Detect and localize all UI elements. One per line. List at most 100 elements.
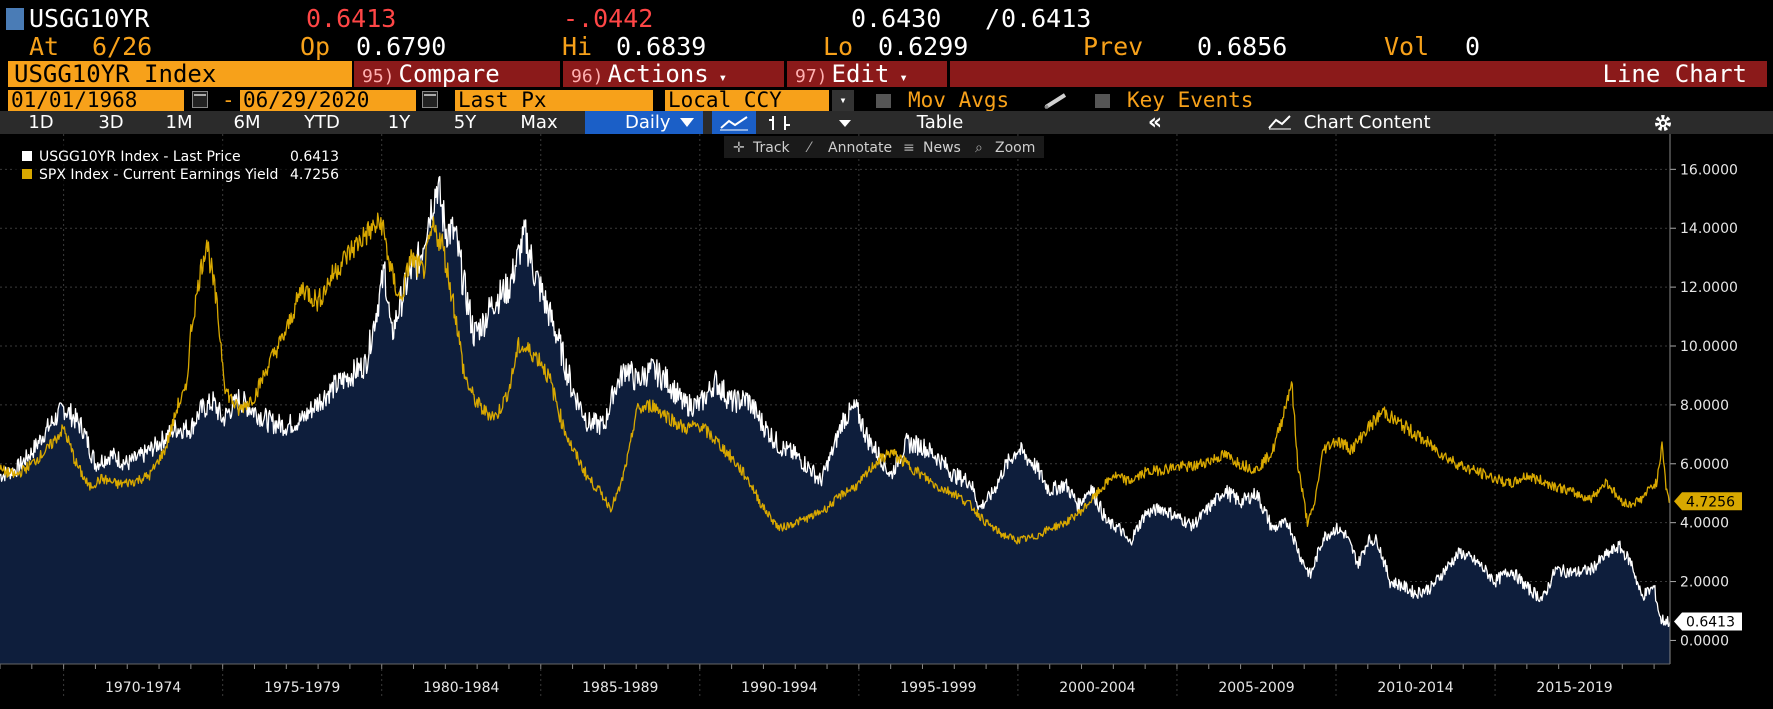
key-events-checkbox[interactable] xyxy=(1095,94,1110,108)
currency-select[interactable]: Local CCY xyxy=(665,90,829,111)
security-color-marker xyxy=(6,8,24,30)
last-value-tag-ust10y: 0.6413 xyxy=(1674,612,1742,631)
chart-type-bar[interactable]: Line Chart xyxy=(950,61,1767,87)
frequency-dropdown-icon xyxy=(680,118,695,127)
news-icon: ≡ xyxy=(903,140,915,156)
settings-gear-icon[interactable] xyxy=(1645,111,1681,134)
open-value: 0.6790 xyxy=(356,32,447,61)
edit-number: 97) xyxy=(795,66,828,87)
chart-content-button[interactable]: Chart Content xyxy=(1268,111,1518,134)
legend-label-spx: SPX Index - Current Earnings Yield xyxy=(39,167,278,183)
volume-value: 0 xyxy=(1465,32,1481,61)
volume-label: Vol xyxy=(1384,32,1430,61)
edit-caret-icon: ▾ xyxy=(899,70,908,86)
field-select-text: Last Px xyxy=(458,88,547,112)
annotate-tool[interactable]: ⁄ Annotate xyxy=(805,140,892,156)
legend-swatch-yellow xyxy=(22,169,32,179)
start-date-input[interactable]: 01/01/1968 xyxy=(8,90,184,111)
end-calendar-icon[interactable] xyxy=(422,91,438,108)
ask-price: 0.6413 xyxy=(1001,4,1092,33)
y-tick-label: 10.0000 xyxy=(1680,339,1738,355)
legend-swatch-white xyxy=(22,151,32,161)
mov-avgs-checkbox[interactable] xyxy=(876,94,891,108)
key-events-label[interactable]: Key Events xyxy=(1127,88,1254,112)
period-ytd[interactable]: YTD xyxy=(304,112,340,133)
frequency-select[interactable]: Daily xyxy=(585,111,703,134)
period-1m[interactable]: 1M xyxy=(165,112,193,133)
ticker-symbol[interactable]: USGG10YR xyxy=(29,4,150,33)
chart-style-dropdown-icon[interactable] xyxy=(820,111,870,134)
actions-caret-icon: ▾ xyxy=(718,70,728,86)
field-select[interactable]: Last Px xyxy=(455,90,653,111)
spx-earnings-yield-series-line xyxy=(0,212,1671,545)
at-label: At xyxy=(29,32,60,61)
period-5y[interactable]: 5Y xyxy=(453,112,477,133)
track-label: Track xyxy=(752,140,791,156)
table-button[interactable]: Table xyxy=(916,112,964,133)
edit-button[interactable]: 97) Edit ▾ xyxy=(787,61,947,87)
x-tick-label: 1985-1989 xyxy=(582,680,658,696)
mov-avgs-label[interactable]: Mov Avgs xyxy=(908,88,1010,112)
line-chart-icon[interactable] xyxy=(712,111,756,134)
y-tick-label: 16.0000 xyxy=(1680,162,1738,178)
security-input-text: USGG10YR Index xyxy=(14,60,217,88)
y-tick-label: 4.0000 xyxy=(1680,516,1729,532)
x-tick-label: 1995-1999 xyxy=(900,680,976,696)
edit-label: Edit xyxy=(831,60,890,88)
zoom-icon: ⌕ xyxy=(975,140,983,156)
legend-value-ust10y: 0.6413 xyxy=(290,149,339,165)
zoom-label: Zoom xyxy=(995,140,1035,156)
spx-tag-value: 4.7256 xyxy=(1686,494,1735,510)
y-tick-label: 6.0000 xyxy=(1680,457,1729,473)
end-date-input[interactable]: 06/29/2020 xyxy=(240,90,416,111)
security-input[interactable]: USGG10YR Index xyxy=(8,61,352,87)
prev-value: 0.6856 xyxy=(1197,32,1288,61)
open-label: Op xyxy=(300,32,331,61)
collapse-icon[interactable]: « xyxy=(1147,110,1163,135)
date-range-dash: - xyxy=(222,88,235,112)
line-chart[interactable]: 0.0000 2.0000 4.0000 6.0000 8.0000 10.0000 12.… xyxy=(0,134,1773,709)
zoom-tool[interactable]: ⌕ Zoom xyxy=(975,140,1035,156)
ust10y-area-fill xyxy=(0,176,1670,664)
period-3d[interactable]: 3D xyxy=(98,112,124,133)
pencil-icon[interactable] xyxy=(1043,91,1069,109)
prev-label: Prev xyxy=(1083,32,1144,61)
period-6m[interactable]: 6M xyxy=(233,112,261,133)
frequency-label: Daily xyxy=(625,112,671,133)
chart-type-label: Line Chart xyxy=(1602,60,1748,88)
actions-button[interactable]: 96) Actions ▾ xyxy=(563,61,784,87)
x-tick-label: 1990-1994 xyxy=(741,680,817,696)
net-change: -.0442 xyxy=(563,4,654,33)
news-tool[interactable]: ≡ News xyxy=(903,140,961,156)
annotate-icon: ⁄ xyxy=(805,140,813,156)
period-max[interactable]: Max xyxy=(520,112,558,133)
last-price: 0.6413 xyxy=(306,4,397,33)
bid-ask-separator: / xyxy=(985,4,1001,33)
legend-background xyxy=(12,144,342,186)
compare-number: 95) xyxy=(362,66,395,87)
period-1d[interactable]: 1D xyxy=(28,112,54,133)
x-tick-label: 1970-1974 xyxy=(105,680,181,696)
chart-content-label: Chart Content xyxy=(1303,112,1431,133)
x-tick-label: 1980-1984 xyxy=(423,680,499,696)
news-label: News xyxy=(923,140,961,156)
start-calendar-icon[interactable] xyxy=(192,91,208,108)
bar-chart-icon[interactable] xyxy=(758,111,802,134)
period-1y[interactable]: 1Y xyxy=(387,112,411,133)
compare-button[interactable]: 95) Compare xyxy=(354,61,560,87)
y-tick-label: 14.0000 xyxy=(1680,221,1738,237)
legend-value-spx: 4.7256 xyxy=(290,167,339,183)
spx-tag-shape xyxy=(1674,492,1742,511)
high-label: Hi xyxy=(562,32,593,61)
currency-dropdown-icon[interactable]: ▾ xyxy=(832,90,854,111)
bid-price: 0.6430 xyxy=(851,4,942,33)
high-value: 0.6839 xyxy=(616,32,707,61)
y-tick-label: 0.0000 xyxy=(1680,633,1729,649)
chart-legend: USGG10YR Index - Last Price 0.6413 SPX I… xyxy=(12,144,342,186)
annotate-label: Annotate xyxy=(828,140,892,156)
end-date-text: 06/29/2020 xyxy=(243,88,370,112)
currency-select-text: Local CCY xyxy=(668,88,782,112)
low-label: Lo xyxy=(823,32,854,61)
track-tool[interactable]: ✛ Track xyxy=(733,140,791,156)
subtoolbar-background xyxy=(724,136,1044,158)
